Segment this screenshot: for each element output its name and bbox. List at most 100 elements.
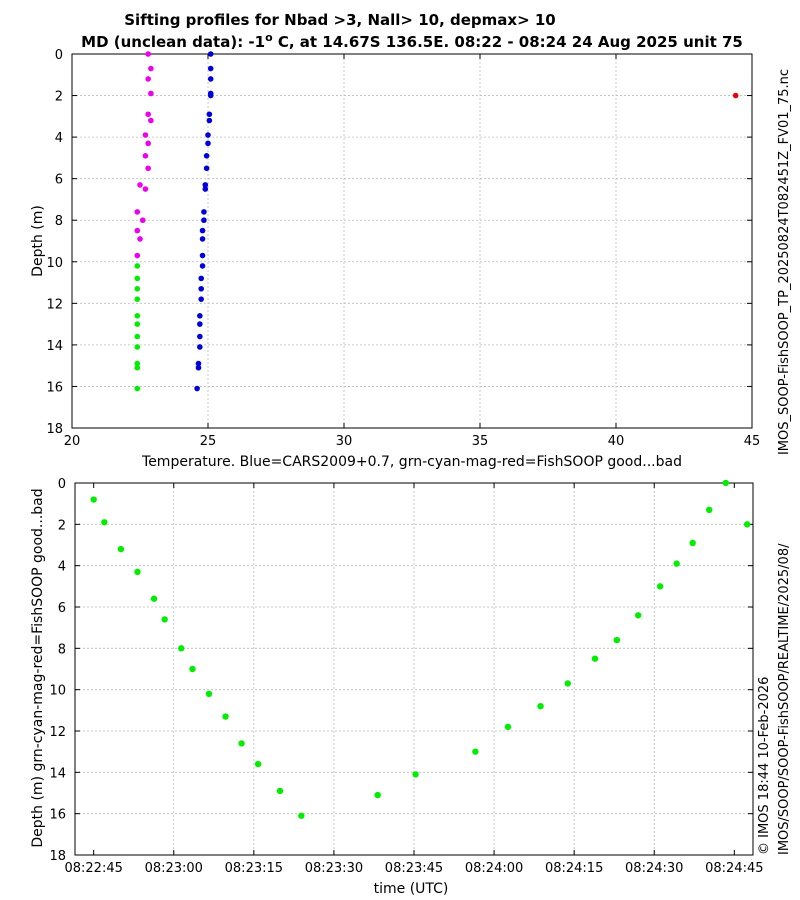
data-point-green — [238, 740, 245, 747]
data-point-green — [564, 680, 571, 687]
data-point-green — [472, 748, 479, 755]
data-point-blue — [207, 76, 214, 82]
data-point-blue — [202, 186, 209, 192]
x-tick-label: 08:23:30 — [305, 861, 363, 876]
top-chart-xlabel: Temperature. Blue=CARS2009+0.7, grn-cyan… — [141, 454, 682, 470]
data-point-green — [134, 568, 141, 576]
title-line2-pre: MD (unclean data): -1 — [81, 33, 265, 51]
data-point-magenta — [145, 76, 151, 82]
data-point-magenta — [145, 140, 151, 147]
data-point-blue — [206, 111, 213, 118]
data-point-magenta — [137, 182, 143, 188]
data-point-green — [150, 595, 158, 602]
data-point-green — [134, 313, 141, 319]
data-point-magenta — [148, 65, 154, 72]
data-point-blue — [198, 275, 204, 282]
data-point-blue — [201, 217, 207, 224]
data-point-blue — [197, 313, 203, 319]
data-point-blue — [207, 51, 214, 57]
data-point-green — [504, 723, 512, 731]
y-tick-label: 14 — [49, 766, 66, 781]
data-point-green — [722, 479, 729, 487]
temperature-depth-chart: 20 25 30 35 40 45 0 2 4 6 8 10 12 14 16 18 Temperature.… — [30, 48, 760, 470]
data-point-green — [117, 545, 125, 553]
top-chart-ticks: 20 25 30 35 40 45 0 2 4 6 8 10 12 14 16 18 — [46, 48, 760, 449]
data-point-magenta — [134, 209, 141, 215]
data-point-green — [101, 519, 108, 526]
x-tick-label: 08:24:15 — [545, 861, 603, 876]
data-point-blue — [207, 65, 214, 72]
side-label-filename: IMOS_SOOP-FishSOOP_TP_20250824T082451Z_F… — [777, 69, 792, 455]
data-point-blue — [199, 227, 206, 234]
data-point-red — [732, 92, 739, 99]
bottom-chart-ticks: 08:22:45 08:23:00 08:23:15 08:23:30 08:23:45… — [49, 477, 763, 876]
x-tick-label: 45 — [744, 434, 761, 449]
x-tick-label: 30 — [336, 434, 353, 449]
time-depth-chart: 08:22:45 08:23:00 08:23:15 08:23:30 08:23:45… — [30, 477, 764, 897]
data-point-green — [613, 636, 621, 644]
data-point-green — [635, 612, 642, 619]
data-point-magenta — [145, 111, 151, 118]
data-point-magenta — [145, 165, 151, 172]
data-point-blue — [207, 92, 214, 99]
x-tick-label: 25 — [200, 434, 217, 449]
data-point-blue — [198, 296, 204, 302]
x-tick-label: 08:23:45 — [385, 861, 443, 876]
y-tick-label: 0 — [58, 477, 66, 492]
y-tick-label: 18 — [46, 422, 63, 437]
data-point-blue — [197, 321, 203, 327]
data-point-green — [134, 275, 141, 282]
data-point-magenta — [137, 236, 143, 242]
y-tick-label: 8 — [58, 642, 66, 657]
data-point-green — [656, 583, 664, 590]
y-tick-label: 12 — [46, 297, 63, 312]
data-point-green — [134, 263, 141, 269]
y-tick-label: 0 — [55, 48, 63, 63]
data-point-blue — [201, 209, 207, 215]
data-point-green — [134, 333, 141, 340]
data-point-magenta — [142, 132, 149, 138]
x-tick-label: 20 — [64, 434, 81, 449]
x-tick-label: 08:23:00 — [145, 861, 203, 876]
data-point-green — [90, 496, 97, 503]
y-tick-label: 4 — [55, 131, 63, 146]
x-tick-label: 40 — [608, 434, 625, 449]
data-point-blue — [199, 236, 206, 242]
data-point-green — [134, 385, 141, 392]
data-point-blue — [199, 263, 206, 269]
chart-title-line2: MD (unclean data): -1o C, at 14.67S 136.… — [81, 31, 743, 51]
data-point-blue — [197, 333, 203, 340]
top-chart-points — [134, 51, 739, 392]
data-point-magenta — [134, 227, 141, 234]
side-label-path: IMOS/SOOP/SOOP-FishSOOP/REALTIME/2025/08… — [777, 543, 792, 855]
data-point-magenta — [142, 186, 149, 192]
x-tick-label: 08:24:30 — [625, 861, 683, 876]
data-point-green — [689, 539, 696, 547]
data-point-blue — [199, 252, 206, 259]
data-point-green — [134, 321, 141, 327]
data-point-magenta — [139, 217, 146, 224]
data-point-green — [743, 521, 751, 528]
y-tick-label: 4 — [58, 560, 66, 575]
x-tick-label: 08:24:00 — [465, 861, 523, 876]
data-point-blue — [195, 360, 202, 367]
data-point-green — [254, 760, 262, 768]
data-point-green — [134, 344, 141, 350]
top-chart-ylabel: Depth (m) — [30, 205, 46, 277]
top-chart-frame — [71, 53, 753, 429]
data-point-green — [706, 506, 713, 514]
y-tick-label: 8 — [55, 214, 63, 229]
data-point-magenta — [148, 90, 154, 97]
bottom-chart-grid — [75, 483, 753, 855]
data-point-blue — [205, 132, 211, 138]
data-point-magenta — [145, 51, 151, 57]
data-point-green — [134, 364, 141, 371]
x-tick-label: 35 — [472, 434, 489, 449]
data-point-blue — [194, 385, 200, 392]
data-point-blue — [206, 117, 213, 124]
data-point-green — [591, 655, 599, 662]
data-point-magenta — [142, 153, 149, 159]
y-tick-label: 12 — [49, 725, 66, 740]
y-tick-label: 6 — [58, 601, 66, 616]
data-point-blue — [203, 153, 210, 159]
